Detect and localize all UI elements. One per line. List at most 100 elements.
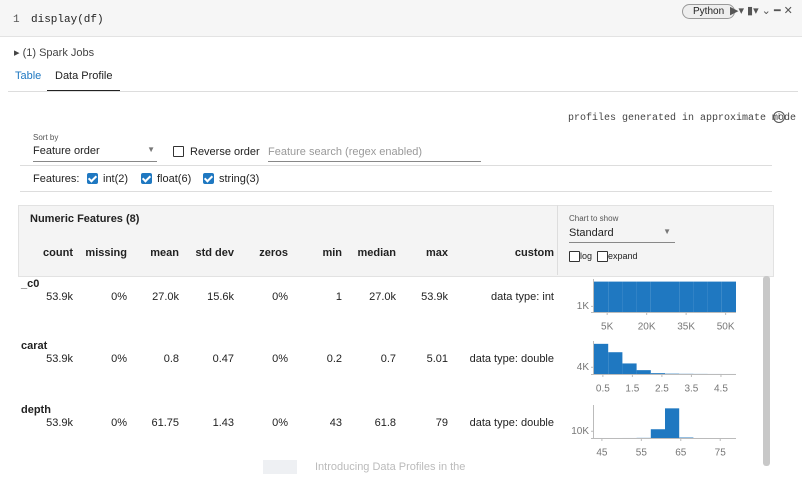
column-header: custom bbox=[514, 247, 554, 259]
x-tick-label: 50K bbox=[717, 322, 735, 333]
x-tick-label: 3.5 bbox=[684, 384, 698, 395]
bar bbox=[608, 281, 623, 312]
x-tick-label: 1.5 bbox=[625, 384, 639, 395]
features-label: Features: bbox=[33, 173, 80, 185]
feature-filter: float(6) bbox=[157, 173, 192, 185]
bar bbox=[650, 373, 665, 374]
search-input[interactable]: Feature search (regex enabled) bbox=[268, 146, 481, 162]
sort-select[interactable]: Feature order ▼ bbox=[33, 145, 157, 162]
cell: 0.2 bbox=[326, 353, 342, 365]
x-tick-label: 55 bbox=[636, 448, 648, 459]
cell: 0.8 bbox=[163, 353, 179, 365]
cell: 1 bbox=[335, 291, 342, 303]
x-tick-label: 2.5 bbox=[655, 384, 669, 395]
x-tick-label: 45 bbox=[596, 448, 608, 459]
cell: 0.47 bbox=[212, 353, 234, 365]
x-tick-label: 5K bbox=[601, 322, 614, 333]
tab[interactable]: Table bbox=[15, 70, 42, 82]
x-tick-label: 20K bbox=[638, 322, 656, 333]
cell: 1.43 bbox=[212, 417, 234, 429]
search-placeholder: Feature search (regex enabled) bbox=[268, 146, 423, 158]
column-header: missing bbox=[85, 247, 127, 259]
cell: 0% bbox=[272, 417, 288, 429]
bar bbox=[622, 281, 637, 312]
bar bbox=[636, 281, 651, 312]
divider bbox=[20, 165, 772, 166]
cell: 15.6k bbox=[207, 291, 234, 303]
code: display(df) bbox=[31, 14, 104, 26]
cell: 53.9k bbox=[421, 291, 448, 303]
column-header: min bbox=[322, 247, 342, 259]
cell: 53.9k bbox=[46, 353, 73, 365]
bar bbox=[665, 408, 680, 438]
scrollbar[interactable] bbox=[763, 276, 770, 466]
divider bbox=[20, 191, 772, 192]
x-tick-label: 4.5 bbox=[714, 384, 728, 395]
x-tick-label: 0.5 bbox=[596, 384, 610, 395]
histogram: 0.5 1.5 2.5 3.5 4.5 4K bbox=[577, 341, 736, 395]
cell: 61.75 bbox=[151, 417, 179, 429]
column-header: median bbox=[357, 247, 396, 259]
y-tick-label: 10K bbox=[571, 426, 589, 437]
y-tick-label: 4K bbox=[577, 362, 590, 373]
sort-label: Sort by bbox=[33, 133, 59, 142]
cell: 5.01 bbox=[426, 353, 448, 365]
column-header: std dev bbox=[195, 247, 234, 259]
feature-checkbox[interactable] bbox=[141, 173, 152, 184]
spark-jobs-label: (1) Spark Jobs bbox=[22, 47, 95, 59]
x-tick-label: 75 bbox=[715, 448, 727, 459]
bar bbox=[665, 281, 680, 312]
cell: 43 bbox=[329, 417, 342, 429]
feature-checkbox[interactable] bbox=[203, 173, 214, 184]
column-header: max bbox=[425, 247, 448, 259]
notice: profiles generated in approximate mode bbox=[568, 113, 797, 124]
chart-label: Chart to show bbox=[569, 214, 619, 223]
bar bbox=[608, 352, 623, 374]
bar bbox=[693, 281, 708, 312]
reverse-label: Reverse order bbox=[190, 146, 260, 158]
bar bbox=[636, 370, 651, 374]
cell: 53.9k bbox=[46, 291, 73, 303]
column-header: count bbox=[43, 247, 73, 259]
expand-checkbox[interactable] bbox=[597, 251, 608, 262]
row-name: carat bbox=[21, 340, 48, 352]
cell: 27.0k bbox=[369, 291, 396, 303]
feature-checkbox[interactable] bbox=[87, 173, 98, 184]
column-header: mean bbox=[150, 247, 179, 259]
language-badge[interactable]: Python bbox=[682, 4, 736, 19]
section-title: Numeric Features (8) bbox=[30, 213, 140, 225]
x-tick-label: 35K bbox=[677, 322, 695, 333]
bar bbox=[650, 429, 665, 438]
log-checkbox[interactable] bbox=[569, 251, 580, 262]
spark-jobs[interactable]: ▸ (1) Spark Jobs bbox=[14, 47, 95, 59]
cell: 79 bbox=[435, 417, 448, 429]
reverse-checkbox[interactable] bbox=[173, 146, 184, 157]
chart-value: Standard bbox=[569, 227, 614, 239]
cell: 0% bbox=[111, 353, 127, 365]
cell-toolbar[interactable]: ▶▾ ▮▾ ⌄ ━ ✕ bbox=[730, 5, 793, 17]
cell: 61.8 bbox=[374, 417, 396, 429]
cell: 0% bbox=[111, 417, 127, 429]
cell: 27.0k bbox=[152, 291, 179, 303]
feature-filter: int(2) bbox=[103, 173, 129, 185]
tab-active[interactable]: Data Profile bbox=[47, 64, 121, 92]
bar bbox=[707, 281, 722, 312]
chart-select[interactable]: Standard ▼ bbox=[569, 227, 675, 243]
y-tick-label: 1K bbox=[577, 301, 590, 312]
row-name: _c0 bbox=[21, 278, 40, 290]
info-icon[interactable]: i bbox=[773, 111, 785, 123]
checkbox-label: expand bbox=[608, 251, 638, 261]
cell: data type: double bbox=[469, 353, 554, 365]
histogram: 5K 20K 35K 50K 1K bbox=[577, 279, 736, 333]
cell: 53.9k bbox=[46, 417, 73, 429]
code-cell bbox=[0, 0, 802, 37]
sort-value: Feature order bbox=[33, 145, 100, 157]
checkbox-label: log bbox=[580, 251, 593, 261]
cell: data type: int bbox=[491, 291, 554, 303]
column-header: zeros bbox=[259, 247, 288, 259]
divider bbox=[557, 205, 558, 275]
x-tick-label: 65 bbox=[675, 448, 687, 459]
cell: data type: double bbox=[469, 417, 554, 429]
bar bbox=[650, 281, 665, 312]
